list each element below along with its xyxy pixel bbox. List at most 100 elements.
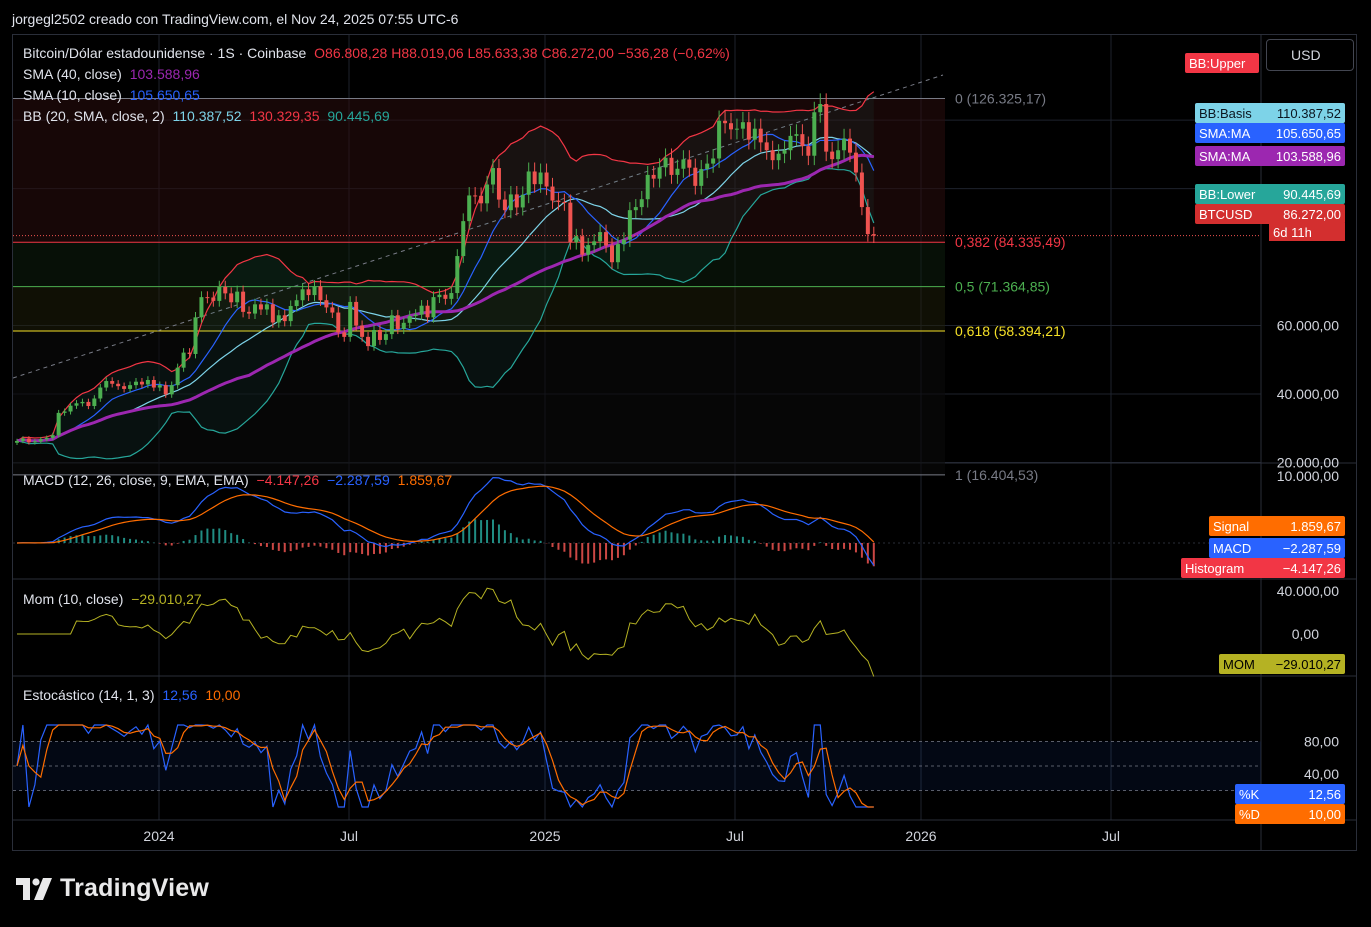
stoch-tick-label: 40,00 [1304, 766, 1339, 782]
price-tag-1-label: BB:Basis [1199, 106, 1252, 121]
candle-body [229, 293, 234, 303]
candle-body [651, 174, 656, 179]
macd-histogram-bar [521, 539, 524, 543]
candle-body [377, 330, 382, 340]
macd-histogram-bar [730, 535, 732, 543]
candle-body [419, 305, 424, 315]
macd-histogram-bar [563, 543, 566, 552]
macd-histogram-bar [75, 535, 78, 543]
candle-body [473, 195, 478, 197]
candle-body [479, 195, 484, 204]
macd-histogram-bar [367, 543, 370, 556]
price-tag-5: BTCUSD 86.272,00 [1195, 204, 1345, 224]
macd-tick-label: 10.000,00 [1277, 468, 1339, 484]
tag-histogram: Histogram −4.147,26 [1181, 558, 1345, 578]
tag-signal-bg [1209, 516, 1345, 536]
candle-body [175, 367, 180, 386]
legend-sma40[interactable]: SMA (40, close) 103.588,96 [23, 66, 204, 82]
candle-body [443, 294, 448, 299]
legend-macd[interactable]: MACD (12, 26, close, 9, EMA, EMA) −4.147… [23, 472, 456, 488]
tag-histogram-label: Histogram [1185, 561, 1244, 576]
macd-histogram-bar [747, 539, 750, 543]
macd-histogram-bar [93, 536, 96, 543]
price-tag-1-value: 110.387,52 [1277, 106, 1341, 121]
legend-mom-label: Mom (10, close) [23, 591, 124, 607]
legend-stoch[interactable]: Estocástico (14, 1, 3) 12,56 10,00 [23, 687, 244, 703]
macd-histogram-bar [462, 527, 465, 543]
macd-histogram-bar [158, 543, 161, 544]
candle-body [657, 167, 662, 179]
tradingview-logo: TradingView [16, 874, 209, 903]
macd-histogram-bar [325, 543, 328, 549]
momentum-line [17, 587, 875, 677]
mom-tick-label: 0,00 [1292, 626, 1319, 642]
candle-body [247, 311, 252, 314]
tag-stoch-k-bg [1235, 784, 1345, 804]
candle-body [389, 315, 394, 335]
candle-body [675, 168, 680, 175]
candle-body [80, 401, 85, 404]
macd-histogram-bar [741, 536, 744, 543]
candle-body [711, 158, 716, 164]
macd-histogram-bar [301, 543, 304, 548]
price-tick-label: 20.000,00 [1277, 455, 1339, 471]
macd-histogram-bar [706, 540, 709, 543]
macd-histogram-bar [789, 543, 792, 550]
candle-body [241, 291, 246, 312]
chart-frame[interactable]: 0 (126.325,17) 0,382 (84.335,49) 0,5 (71.3… [12, 34, 1357, 851]
legend-bb[interactable]: BB (20, SMA, close, 2) 110.387,52 130.32… [23, 108, 394, 124]
macd-line [16, 476, 875, 566]
macd-histogram-bar [259, 543, 262, 547]
macd-histogram-bar [712, 540, 715, 543]
macd-histogram-bar [503, 530, 506, 543]
macd-histogram-bar [628, 543, 631, 550]
candle-body [181, 352, 186, 368]
legend-sma10-value: 105.650,65 [129, 87, 200, 103]
candle-body [151, 380, 156, 388]
tag-signal-value: 1.859,67 [1290, 519, 1341, 534]
macd-histogram-bar [212, 528, 215, 543]
candle-body [574, 236, 579, 243]
candle-body [598, 232, 603, 242]
legend-sma10[interactable]: SMA (10, close) 105.650,65 [23, 87, 204, 103]
candle-body [110, 381, 115, 384]
chart-canvas[interactable]: 0 (126.325,17) 0,382 (84.335,49) 0,5 (71.3… [13, 35, 1357, 851]
candle-body [437, 294, 442, 298]
fib-zone-0-382 [13, 98, 945, 243]
legend-mom[interactable]: Mom (10, close) −29.010,27 [23, 591, 206, 607]
price-tag-4-label: BB:Lower [1199, 187, 1256, 202]
time-tick-label: 2026 [905, 828, 936, 844]
tag-stoch-k-label: %K [1239, 787, 1260, 802]
macd-histogram-bar [271, 543, 274, 550]
time-tick-label: Jul [1102, 828, 1120, 844]
currency-button[interactable]: USD [1266, 39, 1354, 71]
tag-stoch-k-value: 12,56 [1308, 787, 1341, 802]
candle-body [485, 184, 490, 204]
price-tag-1: BB:Basis 110.387,52 [1195, 103, 1345, 123]
price-tag-5-label: BTCUSD [1199, 207, 1252, 222]
candle-body [455, 256, 460, 294]
candle-body [615, 244, 620, 263]
candle-body [496, 168, 501, 200]
candle-body [38, 439, 43, 442]
candle-body [98, 387, 103, 399]
candle-body [556, 200, 561, 202]
candle-body [15, 440, 19, 443]
candle-body [592, 241, 597, 246]
macd-histogram-bar [831, 543, 834, 550]
macd-histogram-bar [188, 539, 191, 543]
candle-body [300, 289, 305, 301]
tag-stoch-d-label: %D [1239, 807, 1260, 822]
candle-body [288, 306, 293, 322]
macd-histogram-bar [646, 536, 649, 543]
macd-histogram-bar [551, 543, 554, 548]
candle-body [526, 171, 531, 195]
candle-body [520, 194, 525, 208]
macd-histogram-bar [111, 535, 114, 543]
candle-body [324, 300, 329, 308]
macd-histogram-bar [343, 543, 346, 556]
candle-body [859, 172, 864, 208]
macd-histogram-bar [432, 539, 435, 543]
macd-histogram-bar [349, 543, 352, 553]
candle-body [562, 201, 567, 203]
